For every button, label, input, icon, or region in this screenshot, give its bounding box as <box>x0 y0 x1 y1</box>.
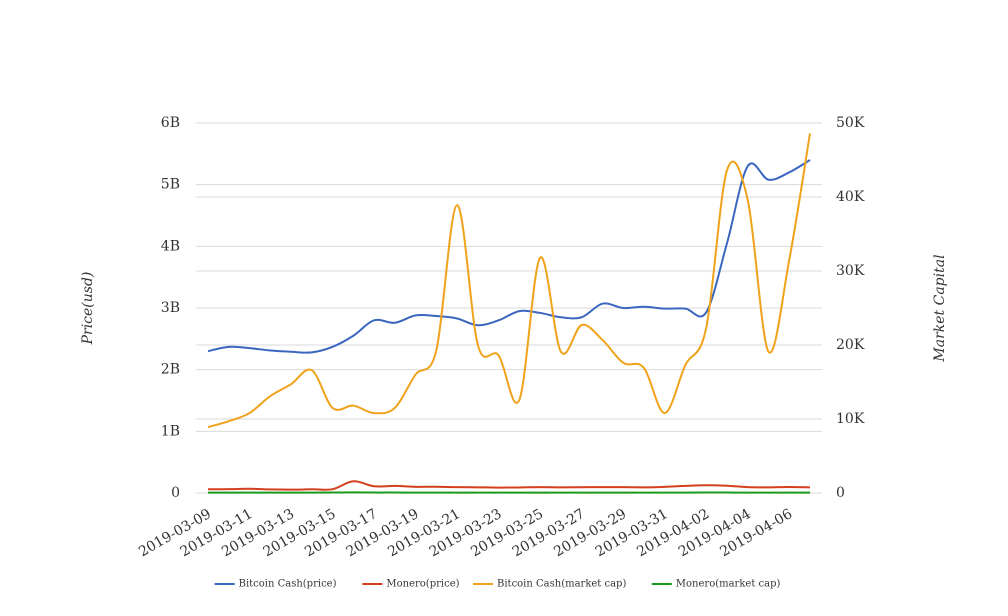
legend-label: Monero(price) <box>386 579 459 590</box>
y-tick-label: 2B <box>161 362 180 378</box>
y2-tick-label: 20K <box>836 337 865 353</box>
y-tick-label: 4B <box>161 238 180 254</box>
y-tick-label: 0 <box>171 485 180 501</box>
legend-label: Bitcoin Cash(price) <box>239 579 337 590</box>
line-series <box>207 480 811 491</box>
y2-tick-label: 10K <box>836 411 865 427</box>
legend-label: Bitcoin Cash(market cap) <box>497 579 626 590</box>
y2-axis-title: Market Capital <box>932 254 948 362</box>
line-series <box>207 159 811 354</box>
y-tick-label: 6B <box>161 115 180 131</box>
y2-tick-label: 50K <box>836 115 865 131</box>
y2-tick-label: 40K <box>836 189 865 205</box>
y-axis-title: Price(usd) <box>80 272 96 346</box>
line-series <box>207 133 811 429</box>
y2-tick-label: 0 <box>836 485 845 501</box>
y-tick-label: 1B <box>161 423 180 439</box>
y-tick-label: 5B <box>161 177 180 193</box>
y2-tick-label: 30K <box>836 263 865 279</box>
legend-label: Monero(market cap) <box>676 579 781 590</box>
y-tick-label: 3B <box>161 300 180 316</box>
